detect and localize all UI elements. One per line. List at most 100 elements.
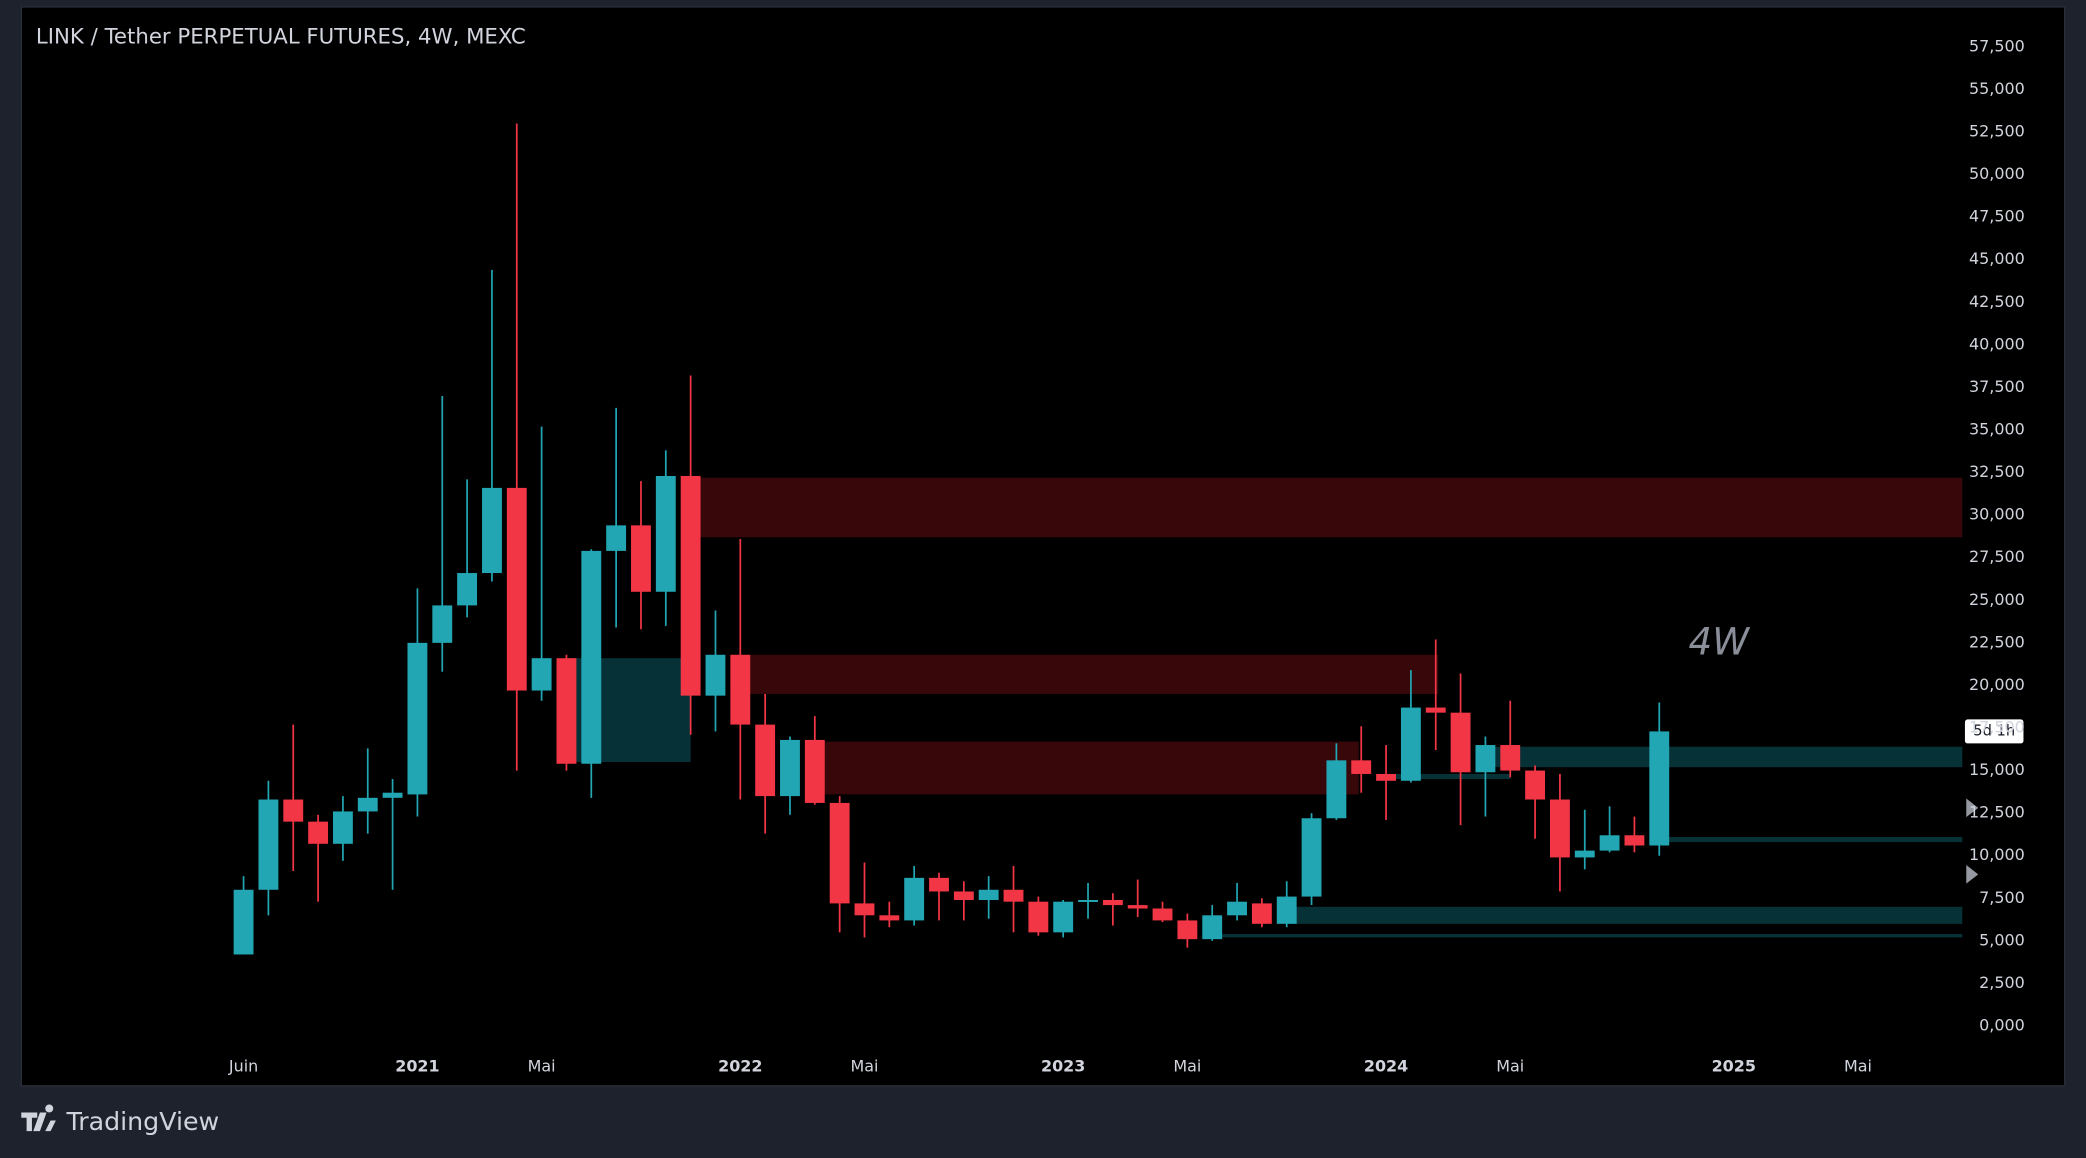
candle-body (581, 550, 602, 764)
candle-body (556, 658, 577, 764)
x-tick-label: 2023 (1041, 1057, 1085, 1076)
y-tick-label: 27,500 (1969, 547, 2025, 566)
x-tick-label: Mai (1173, 1057, 1201, 1076)
zone (1212, 934, 1963, 938)
zone (730, 654, 1439, 694)
y-tick-label: 32,500 (1969, 462, 2025, 481)
candle-body (233, 889, 254, 955)
candle-body (308, 821, 329, 844)
candle-body (1152, 908, 1173, 921)
candle-body (1400, 707, 1421, 781)
y-tick-label: 10,000 (1969, 845, 2025, 864)
y-tick-label: 47,500 (1969, 207, 2025, 226)
zone (1386, 773, 1511, 780)
candle-body (1301, 818, 1322, 897)
x-tick-label: Mai (528, 1057, 556, 1076)
axis-marker (1966, 798, 1979, 818)
y-tick-label: 0,000 (1979, 1016, 2025, 1035)
y-tick-label: 7,500 (1979, 888, 2025, 907)
zone (1286, 906, 1963, 924)
candle-body (457, 573, 478, 606)
candle-body (904, 877, 925, 921)
candle-body (357, 797, 378, 812)
x-tick-label: 2025 (1712, 1057, 1756, 1076)
brand-logo: TradingView (21, 1104, 219, 1136)
candle-body (929, 877, 949, 892)
candle-body (1450, 712, 1471, 773)
candle-body (1102, 899, 1123, 906)
candle-body (1251, 903, 1272, 924)
candle-body (1649, 731, 1670, 846)
badge-text: 5d 1h (1973, 722, 2015, 739)
candle-body (1351, 760, 1372, 774)
candle-body (1549, 799, 1570, 858)
y-tick-label: 17,500 (1969, 718, 2025, 737)
candle-body (531, 658, 552, 691)
candle-body (506, 487, 527, 691)
y-tick-label: 57,500 (1969, 36, 2025, 55)
countdown-badge: 5d 1h (1964, 719, 2024, 744)
y-tick-label: 30,000 (1969, 505, 2025, 524)
candle-body (1574, 850, 1595, 858)
candle-body (1078, 899, 1098, 902)
y-tick-label: 12,500 (1969, 803, 2025, 822)
candle-body (1028, 901, 1049, 933)
y-tick-label: 15,000 (1969, 760, 2025, 779)
badge-box (1964, 719, 2024, 744)
brand-name: TradingView (66, 1107, 220, 1136)
plot (233, 123, 1963, 955)
candle-body (730, 654, 751, 725)
candle-body (1177, 920, 1198, 940)
y-tick-label: 52,500 (1969, 122, 2025, 141)
candle-body (1475, 745, 1496, 773)
chart-title: LINK / Tether PERPETUAL FUTURES, 4W, MEX… (36, 25, 526, 50)
y-tick-label: 20,000 (1969, 675, 2025, 694)
y-tick-label: 37,500 (1969, 377, 2025, 396)
candle-body (953, 891, 974, 900)
candle-body (1202, 915, 1223, 940)
candle-body (482, 487, 502, 574)
candle-body (1326, 760, 1347, 819)
candle-body (382, 792, 403, 798)
x-tick-label: Mai (851, 1057, 879, 1076)
zone (814, 741, 1359, 795)
candle-body (631, 525, 651, 592)
x-tick-label: Mai (1496, 1057, 1524, 1076)
candle-body (407, 642, 428, 795)
candle-body (854, 903, 875, 916)
candle-body (829, 802, 850, 904)
y-tick-label: 25,000 (1969, 590, 2025, 609)
candle-body (332, 811, 353, 844)
x-tick-label: Mai (1844, 1057, 1872, 1076)
candle-body (1624, 835, 1645, 846)
x-tick-label: 2022 (718, 1057, 762, 1076)
x-tick-label: 2021 (395, 1057, 439, 1076)
candle-body (655, 475, 676, 592)
candle-body (804, 739, 825, 803)
candle-body (1227, 901, 1247, 916)
annotation: 4W (1689, 620, 1751, 664)
candle-body (755, 724, 776, 797)
y-tick-label: 2,500 (1979, 973, 2025, 992)
x-tick-label: 2024 (1364, 1057, 1408, 1076)
candle-body (606, 525, 627, 551)
candle-body (978, 889, 999, 900)
candle-body (1500, 745, 1521, 771)
y-tick-label: 55,000 (1969, 79, 2025, 98)
y-tick-label: 22,500 (1969, 632, 2025, 651)
y-tick-label: 5,000 (1979, 930, 2025, 949)
y-tick-label: 35,000 (1969, 420, 2025, 439)
y-tick-label: 40,000 (1969, 334, 2025, 353)
axis-marker (1966, 865, 1979, 884)
zone (690, 477, 1963, 538)
candle-body (258, 799, 279, 890)
candle-body (705, 654, 726, 696)
candle-body (680, 475, 701, 696)
candle-body (1276, 896, 1297, 924)
x-tick-label: Juin (228, 1057, 258, 1076)
candle-body (1003, 889, 1024, 902)
candle-body (1127, 905, 1148, 909)
y-tick-label: 50,000 (1969, 164, 2025, 183)
candle-body (1376, 773, 1396, 781)
